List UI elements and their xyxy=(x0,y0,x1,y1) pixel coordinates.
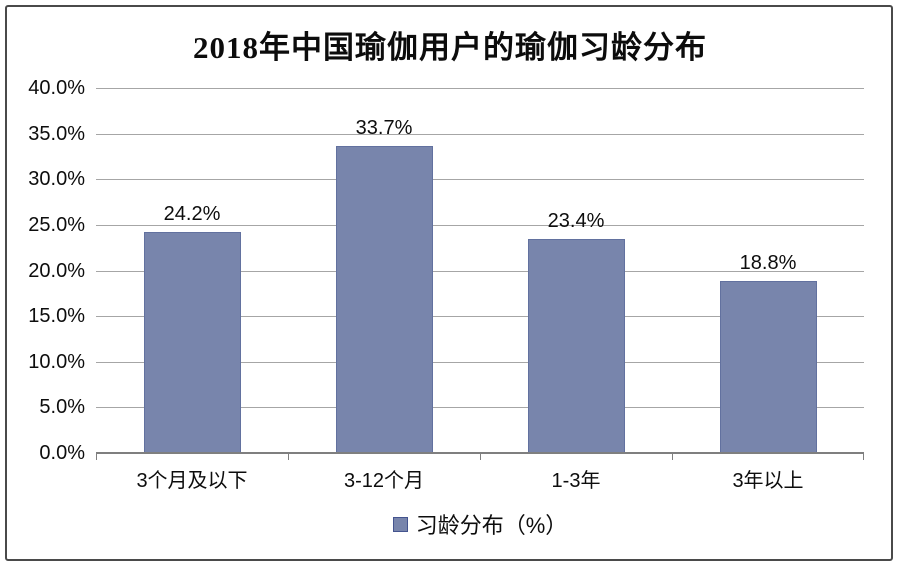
x-axis-tick xyxy=(288,453,289,460)
x-axis-tick xyxy=(672,453,673,460)
gridline xyxy=(96,316,864,318)
x-axis-label-2: 3-12个月 xyxy=(343,470,425,492)
gridline xyxy=(96,224,864,226)
legend-swatch xyxy=(392,516,408,532)
bar-group-2: 33.7% xyxy=(288,88,480,453)
x-axis-tick xyxy=(863,453,864,460)
y-axis-tick-label: 25.0% xyxy=(28,213,85,236)
gridline xyxy=(96,361,864,363)
y-axis-tick-label: 20.0% xyxy=(28,259,85,282)
legend-label: 习龄分布（%） xyxy=(415,513,568,538)
gridline xyxy=(96,407,864,409)
x-axis-tick xyxy=(480,453,481,460)
bar-value-label-2: 33.7% xyxy=(355,116,413,139)
bar-value-label-1: 24.2% xyxy=(163,203,221,226)
x-axis-label-3: 1-3年 xyxy=(551,470,601,492)
y-axis-tick-label: 40.0% xyxy=(28,77,85,99)
x-axis-label-4: 3年以上 xyxy=(732,470,804,492)
x-axis-labels: 3个月及以下 3-12个月 1-3年 3年以上 xyxy=(96,464,864,493)
bar-4 xyxy=(719,281,817,453)
chart-title: 2018年中国瑜伽用户的瑜伽习龄分布 xyxy=(193,30,707,65)
bar-1 xyxy=(143,232,241,453)
bar-series: 24.2% 33.7% 23.4% 18.8% xyxy=(96,88,864,453)
y-axis-tick-label: 10.0% xyxy=(28,350,85,373)
y-axis-tick-label: 35.0% xyxy=(28,122,85,145)
bar-group-3: 23.4% xyxy=(480,88,672,453)
x-axis-tick xyxy=(96,453,97,460)
y-axis-tick-label: 15.0% xyxy=(28,305,85,328)
x-axis-label-1: 3个月及以下 xyxy=(136,470,248,492)
plot-area: 24.2% 33.7% 23.4% 18.8% xyxy=(96,88,864,460)
y-axis-tick-label: 30.0% xyxy=(28,168,85,191)
bar-group-4: 18.8% xyxy=(672,88,864,453)
gridline xyxy=(96,270,864,272)
y-axis-tick-label: 5.0% xyxy=(39,396,85,419)
y-axis-tick-label: 0.0% xyxy=(39,442,85,464)
y-axis: 40.0% 35.0% 30.0% 25.0% 20.0% 15.0% 10.0% 5.0% 0… xyxy=(0,77,85,464)
bar-3 xyxy=(527,239,625,453)
gridline xyxy=(96,179,864,181)
gridline xyxy=(96,133,864,135)
gridline xyxy=(96,88,864,89)
bar-value-label-4: 18.8% xyxy=(739,252,797,275)
bar-group-1: 24.2% xyxy=(96,88,288,453)
bar-2 xyxy=(335,145,433,453)
bar-value-label-3: 23.4% xyxy=(547,210,605,233)
legend: 习龄分布（%） xyxy=(96,508,864,540)
